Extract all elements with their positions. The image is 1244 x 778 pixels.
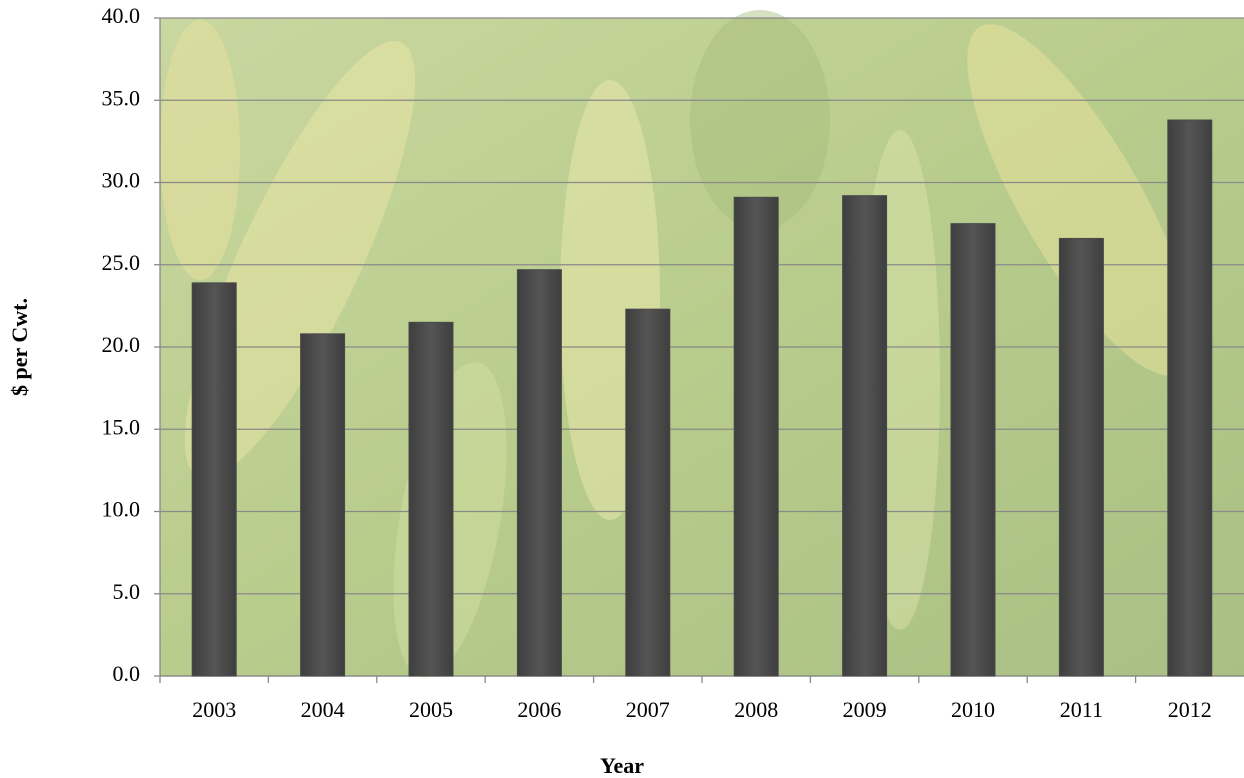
x-tick-label: 2005 (409, 697, 453, 722)
bar (625, 308, 671, 677)
x-tick-label: 2009 (843, 697, 887, 722)
x-tick-label: 2008 (734, 697, 778, 722)
y-tick-label: 20.0 (102, 332, 141, 357)
x-tick-label: 2003 (192, 697, 236, 722)
y-tick-label: 15.0 (102, 414, 141, 439)
x-axis-title: Year (600, 753, 644, 778)
bar (300, 333, 346, 677)
x-tick-label: 2012 (1168, 697, 1212, 722)
y-tick-label: 35.0 (102, 85, 141, 110)
x-tick-label: 2010 (951, 697, 995, 722)
y-tick-label: 10.0 (102, 497, 141, 522)
bar (1058, 237, 1104, 677)
x-tick-label: 2004 (301, 697, 345, 722)
x-tick-label: 2007 (626, 697, 670, 722)
bar (733, 196, 779, 677)
bar (950, 223, 996, 677)
y-tick-label: 30.0 (102, 168, 141, 193)
x-tick-label: 2011 (1060, 697, 1103, 722)
y-tick-label: 40.0 (102, 3, 141, 28)
x-tick-label: 2006 (517, 697, 561, 722)
bar (191, 282, 237, 677)
bar (1167, 119, 1213, 677)
bar (408, 321, 454, 677)
bar (516, 269, 562, 677)
y-tick-label: 25.0 (102, 250, 141, 275)
y-tick-label: 5.0 (113, 579, 141, 604)
y-axis-title: $ per Cwt. (7, 298, 32, 396)
y-tick-label: 0.0 (113, 661, 141, 686)
bar (842, 195, 888, 677)
